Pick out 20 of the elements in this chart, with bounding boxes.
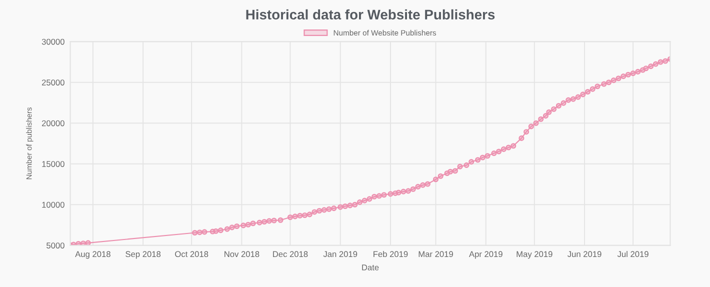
y-tick-label: 5000: [46, 242, 64, 248]
x-tick-label: Oct 2018: [175, 251, 208, 258]
x-axis-title: Date: [362, 264, 379, 270]
y-tick-label: 25000: [42, 80, 64, 86]
x-tick-label: Sep 2018: [126, 251, 161, 259]
x-tick-label: Nov 2018: [224, 251, 260, 258]
x-tick-label: Aug 2018: [75, 251, 110, 259]
y-tick-label: 15000: [42, 161, 64, 167]
y-tick-label: 30000: [42, 38, 64, 45]
x-tick-label: Jan 2019: [323, 251, 358, 258]
x-tick-label: Dec 2018: [273, 251, 308, 258]
y-tick-label: 20000: [42, 120, 64, 126]
x-tick-label: Jun 2019: [568, 251, 602, 258]
chart-title: Historical data for Website Publishers: [246, 9, 495, 20]
x-tick-label: May 2019: [516, 251, 552, 259]
x-tick-label: Feb 2019: [374, 250, 408, 258]
x-tick-label: Jul 2019: [617, 250, 648, 258]
x-tick-label: Apr 2019: [468, 251, 502, 259]
x-tick-label: Mar 2019: [418, 251, 453, 258]
y-tick-label: 10000: [42, 202, 64, 208]
